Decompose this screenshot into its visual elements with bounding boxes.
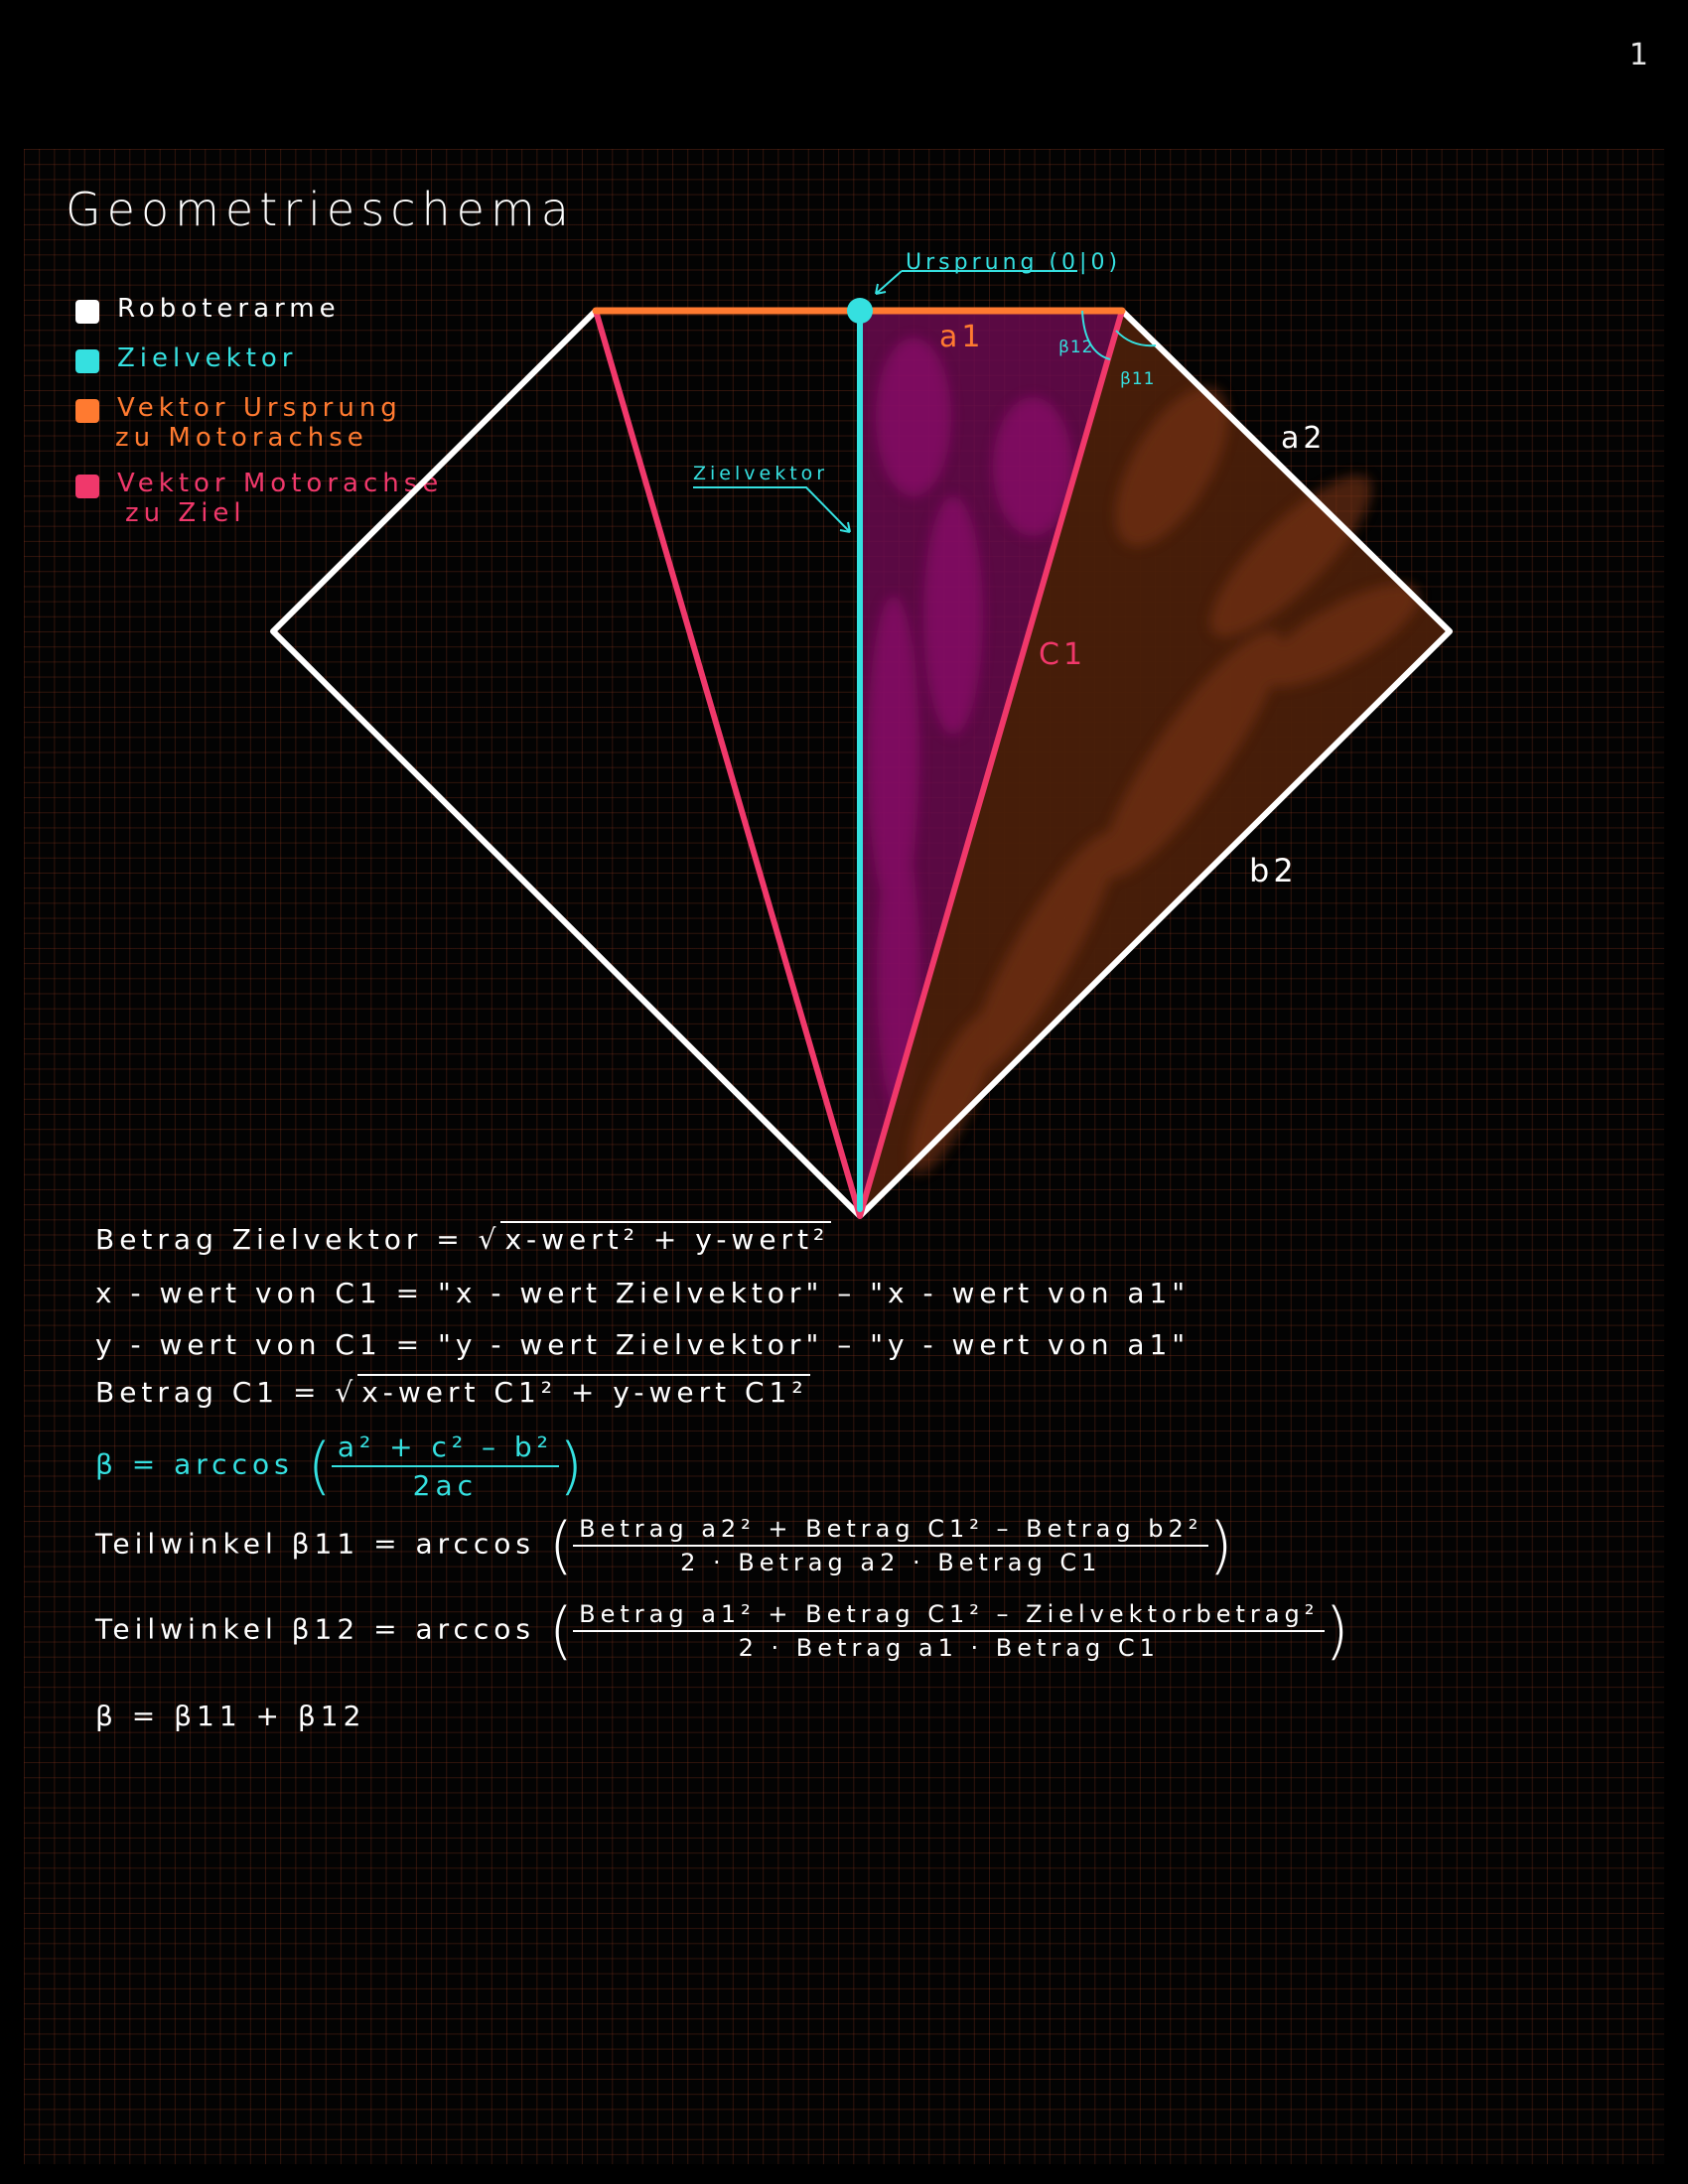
equation-c1-magnitude: Betrag C1 = √ x-wert C1² + y-wert C1² — [95, 1374, 810, 1409]
legend-swatch-pink — [75, 475, 99, 498]
robot-arm-left — [270, 308, 863, 1219]
eq6-fraction: Betrag a2² + Betrag C1² – Betrag b2² 2 · … — [573, 1515, 1209, 1576]
eq5-numerator: a² + c² – b² — [331, 1431, 559, 1467]
page-title: Geometrieschema — [66, 183, 575, 236]
legend-label-motor-vector-2: zu Ziel — [125, 498, 246, 528]
motor-vector-left — [593, 308, 863, 1219]
equation-beta-sum: β = β11 + β12 — [95, 1700, 366, 1732]
origin-leader — [875, 270, 1077, 295]
legend-swatch-white — [75, 300, 99, 324]
equation-c1-x: x - wert von C1 = "x - wert Zielvektor" … — [95, 1277, 1191, 1309]
eq7-numerator: Betrag a1² + Betrag C1² – Zielvektorbetr… — [573, 1600, 1326, 1632]
legend-label-origin-vector-2: zu Motorachse — [115, 423, 368, 453]
target-leader — [693, 486, 851, 533]
eq1-text: Betrag Zielvektor = √ — [95, 1223, 501, 1256]
eq5-prefix: β = arccos — [95, 1447, 294, 1481]
origin-label: Ursprung (0|0) — [906, 250, 1122, 275]
a2-label: a2 — [1281, 421, 1327, 456]
eq5-fraction: a² + c² – b² 2ac — [331, 1431, 559, 1502]
legend-label-motor-vector: Vektor Motorachse — [117, 469, 444, 498]
eq1-radicand: x-wert² + y-wert² — [500, 1221, 832, 1256]
beta12-label: β12 — [1058, 338, 1094, 357]
legend-label-origin-vector: Vektor Ursprung — [117, 393, 402, 423]
eq7-fraction: Betrag a1² + Betrag C1² – Zielvektorbetr… — [573, 1600, 1326, 1662]
eq4-radicand: x-wert C1² + y-wert C1² — [357, 1374, 810, 1409]
eq6-numerator: Betrag a2² + Betrag C1² – Betrag b2² — [573, 1515, 1209, 1547]
eq4-text: Betrag C1 = √ — [95, 1376, 358, 1409]
robot-arm-right — [857, 308, 1453, 1219]
legend-label-arms: Roboterarme — [117, 294, 341, 324]
equation-c1-y: y - wert von C1 = "y - wert Zielvektor" … — [95, 1328, 1191, 1361]
eq6-denominator: 2 · Betrag a2 · Betrag C1 — [680, 1548, 1102, 1576]
legend-swatch-orange — [75, 399, 99, 423]
origin-point — [847, 298, 873, 324]
eq6-prefix: Teilwinkel β11 = arccos — [95, 1527, 536, 1561]
legend-swatch-cyan — [75, 349, 99, 373]
equation-target-magnitude: Betrag Zielvektor = √ x-wert² + y-wert² — [95, 1221, 832, 1256]
a1-label: a1 — [939, 320, 985, 354]
beta11-label: β11 — [1120, 369, 1156, 389]
legend-label-target: Zielvektor — [117, 343, 298, 373]
equation-beta11: Teilwinkel β11 = arccos (Betrag a2² + Be… — [95, 1509, 1233, 1581]
fill-purple-strokes — [868, 338, 1072, 1112]
eq7-denominator: 2 · Betrag a1 · Betrag C1 — [738, 1633, 1160, 1662]
angle-arc-beta11 — [1115, 330, 1157, 347]
target-vector-label: Zielvektor — [693, 463, 829, 484]
c1-label: C1 — [1039, 637, 1087, 672]
motor-vector-right-c1 — [857, 308, 1125, 1219]
equation-beta12: Teilwinkel β12 = arccos (Betrag a1² + Be… — [95, 1594, 1349, 1667]
fill-brown-strokes — [910, 386, 1420, 1174]
eq7-prefix: Teilwinkel β12 = arccos — [95, 1612, 536, 1646]
equation-cosine-law: β = arccos (a² + c² – b² 2ac) — [95, 1430, 584, 1502]
page-number: 1 — [1628, 38, 1648, 72]
angle-arc-beta12 — [1081, 310, 1111, 360]
b2-label: b2 — [1249, 852, 1298, 889]
eq5-denominator: 2ac — [412, 1468, 479, 1502]
